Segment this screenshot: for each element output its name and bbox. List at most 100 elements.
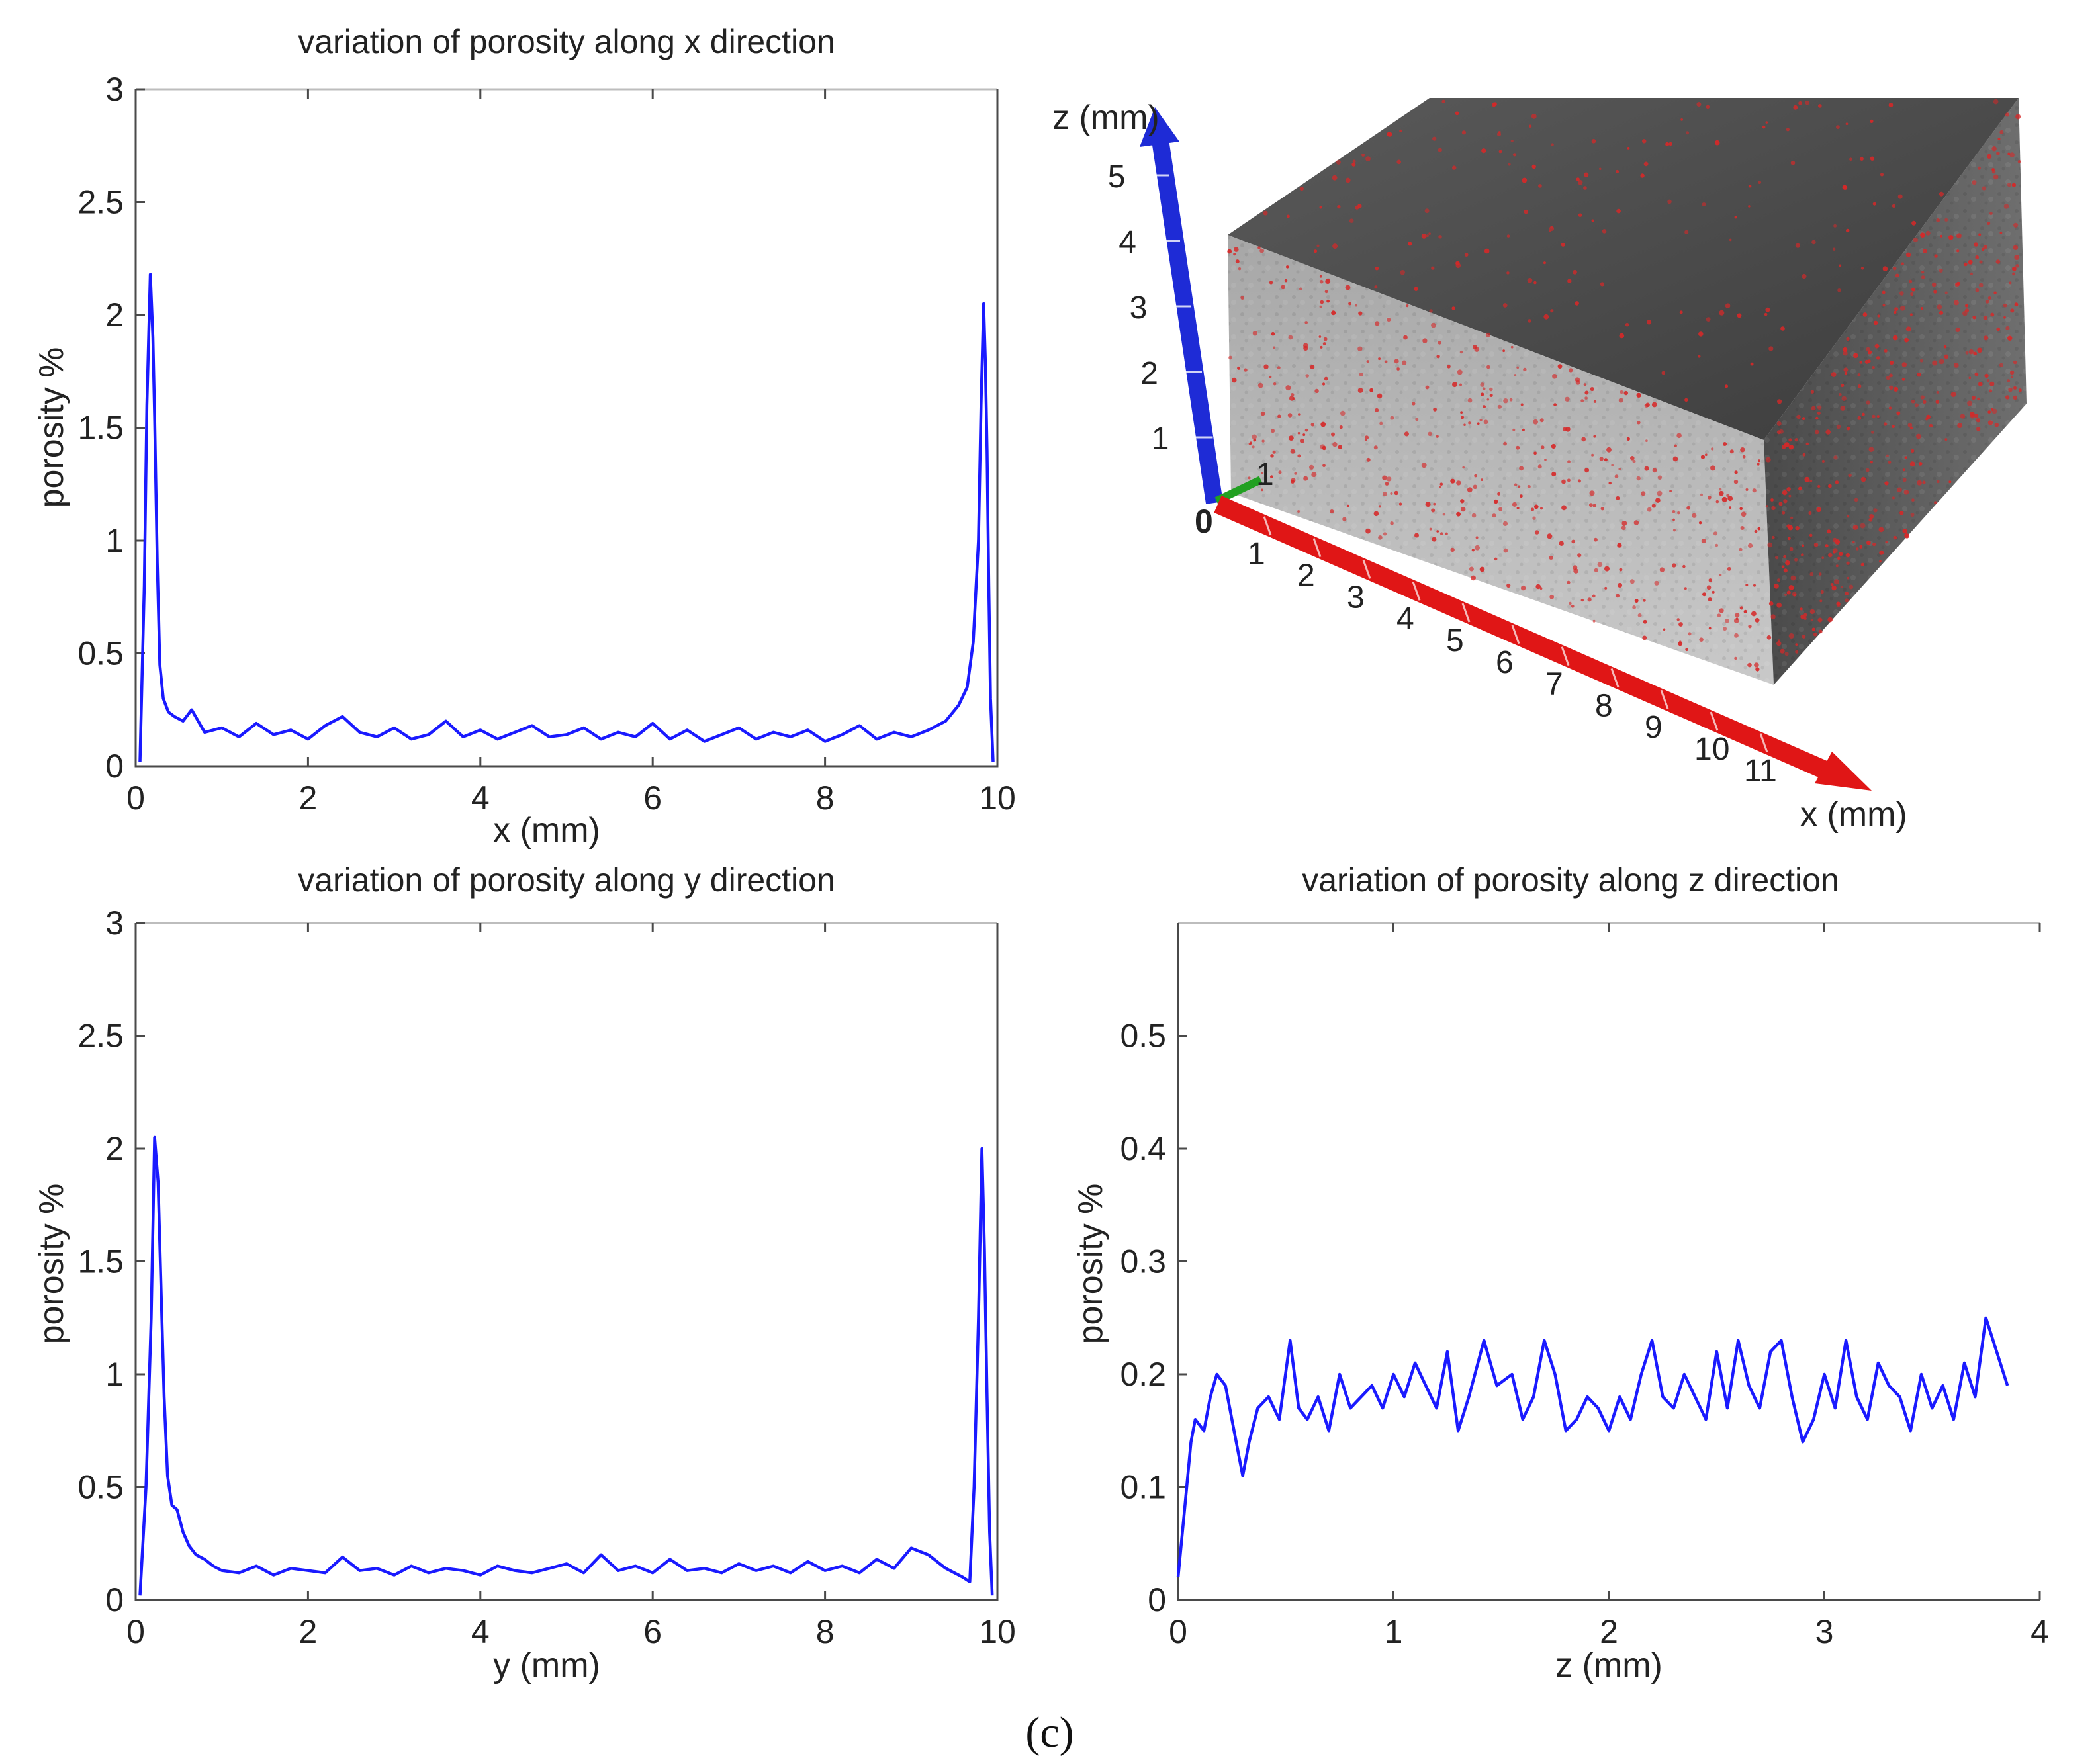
pore-dot xyxy=(1781,445,1786,449)
pore-dot xyxy=(1577,553,1582,558)
pore-dot xyxy=(1758,181,1762,185)
pore-dot xyxy=(1450,478,1455,484)
pore-dot xyxy=(1573,565,1578,570)
pore-dot xyxy=(1788,494,1792,498)
pore-dot xyxy=(1684,230,1689,234)
pore-dot xyxy=(1672,456,1678,462)
pore-dot xyxy=(1801,553,1804,556)
pore-dot xyxy=(1748,185,1752,188)
pore-dot xyxy=(1506,583,1511,588)
pore-dot xyxy=(1989,212,1993,216)
pore-dot xyxy=(1378,505,1381,508)
pore-dot xyxy=(1999,231,2003,234)
pore-dot xyxy=(1922,480,1926,484)
pore-dot xyxy=(1672,563,1676,568)
pore-dot xyxy=(1263,210,1268,216)
pore-dot xyxy=(1983,245,1987,249)
pore-dot xyxy=(1719,608,1724,613)
pore-dot xyxy=(1727,566,1731,571)
chart-y-axes xyxy=(134,923,999,1601)
pore-dot xyxy=(1813,543,1819,547)
pore-dot xyxy=(1323,337,1328,341)
pore-dot xyxy=(1469,566,1474,572)
pore-dot xyxy=(1537,464,1542,469)
pore-dot xyxy=(1439,482,1443,486)
pore-dot xyxy=(1774,583,1779,589)
pore-dot xyxy=(1976,418,1981,423)
pore-dot xyxy=(1839,552,1843,556)
pore-dot xyxy=(1817,617,1823,623)
pore-dot xyxy=(1739,606,1743,610)
pore-dot xyxy=(1394,490,1398,496)
chart-y-xlabel: y (mm) xyxy=(493,1646,600,1685)
pore-dot xyxy=(1740,526,1745,530)
pore-dot xyxy=(1489,394,1493,397)
pore-dot xyxy=(1375,408,1379,412)
pore-dot xyxy=(1847,576,1850,580)
pore-dot xyxy=(1486,332,1490,337)
pore-dot xyxy=(1892,266,1897,271)
pore-dot xyxy=(1868,517,1873,522)
pore-dot xyxy=(1811,406,1816,411)
pore-dot xyxy=(1232,377,1237,383)
pore-dot xyxy=(1978,382,1983,386)
pore-dot xyxy=(1916,433,1921,439)
pore-dot xyxy=(1438,235,1442,239)
pore-dot xyxy=(1742,455,1746,459)
x-axis-arrow-head xyxy=(1815,752,1872,791)
pore-dot xyxy=(1455,111,1459,116)
pore-dot xyxy=(1894,307,1899,312)
chart-z-line xyxy=(1176,1316,2009,1578)
pore-dot xyxy=(2009,370,2015,375)
pore-dot xyxy=(1819,572,1822,576)
pore-dot xyxy=(1849,157,1852,161)
pore-dot xyxy=(1502,349,1506,353)
pore-dot xyxy=(1483,405,1486,409)
pore-dot xyxy=(1421,463,1427,468)
pore-dot xyxy=(1584,172,1589,177)
pore-dot xyxy=(1975,255,1980,259)
pore-dot xyxy=(1318,335,1322,338)
pore-dot xyxy=(1455,261,1460,266)
pore-dot xyxy=(1414,287,1418,291)
pore-dot xyxy=(1297,510,1301,513)
pore-dot xyxy=(1902,468,1905,472)
pore-dot xyxy=(1452,165,1457,170)
pore-dot xyxy=(1617,582,1623,588)
pore-dot xyxy=(2011,375,2014,378)
pore-dot xyxy=(1846,426,1850,431)
pore-dot xyxy=(1755,667,1760,672)
pore-dot xyxy=(1503,441,1508,446)
chart-z-ytick-label: 0.4 xyxy=(1120,1130,1166,1167)
pore-dot xyxy=(1843,347,1848,353)
pore-dot xyxy=(1854,498,1858,502)
pore-dot xyxy=(1284,279,1288,283)
pore-dot xyxy=(1815,416,1819,420)
pore-dot xyxy=(1359,372,1363,377)
pore-dot xyxy=(1285,385,1291,391)
pore-dot xyxy=(1643,161,1649,167)
pore-dot xyxy=(1909,461,1915,467)
pore-dot xyxy=(1503,548,1508,553)
chart-y-line xyxy=(138,1135,994,1596)
pore-dot xyxy=(1325,279,1331,284)
pore-dot xyxy=(1271,429,1275,433)
chart-x-xtick-label: 8 xyxy=(816,779,835,816)
pore-dot xyxy=(1777,578,1780,582)
pore-dot xyxy=(2009,152,2015,158)
x-axis-tick-label: 6 xyxy=(1496,645,1514,680)
pore-dot xyxy=(1934,501,1937,504)
pore-dot xyxy=(1846,228,1850,233)
pore-dot xyxy=(1277,366,1281,369)
pore-dot xyxy=(1616,496,1620,500)
pore-dot xyxy=(1594,568,1598,572)
pore-dot xyxy=(1584,396,1588,400)
pore-dot xyxy=(1604,586,1608,590)
pore-dot xyxy=(1768,601,1774,606)
pore-dot xyxy=(1873,508,1878,513)
pore-dot xyxy=(1909,279,1913,283)
pore-dot xyxy=(1578,213,1582,218)
pore-dot xyxy=(1734,216,1737,219)
pore-dot xyxy=(1810,390,1815,394)
pore-dot xyxy=(1909,426,1913,430)
